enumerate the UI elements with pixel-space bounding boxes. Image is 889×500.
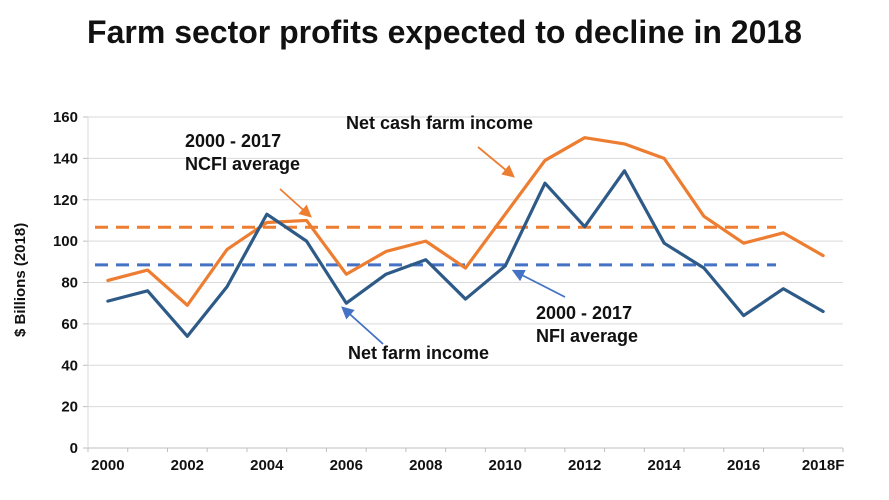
y-tick-label-60: 60 xyxy=(61,316,78,333)
y-tick-label-140: 140 xyxy=(53,150,78,167)
x-tick-label-2006: 2006 xyxy=(330,457,363,474)
gridlines xyxy=(83,116,844,452)
x-tick-label-2000: 2000 xyxy=(91,457,124,474)
y-tick-label-80: 80 xyxy=(61,275,78,292)
y-tick-label-120: 120 xyxy=(53,192,78,209)
nfi-average-arrow xyxy=(511,269,566,298)
ncfi-average-arrow xyxy=(279,188,312,218)
ncfi-average-annotation: 2000 - 2017 NCFI average xyxy=(185,130,300,176)
x-tick-label-2010: 2010 xyxy=(489,457,522,474)
nfi-average-annotation: 2000 - 2017 NFI average xyxy=(536,302,638,348)
x-tick-label-2002: 2002 xyxy=(171,457,204,474)
ncfi-average-annotation-line1: 2000 - 2017 xyxy=(185,131,282,151)
net-cash-farm-income-line xyxy=(106,136,825,307)
x-tick-label-2018F: 2018F xyxy=(802,457,845,474)
ncfi-average-annotation-line2: NCFI average xyxy=(185,154,301,174)
nfi-average-annotation-line1: 2000 - 2017 xyxy=(536,303,633,323)
x-tick-label-2014: 2014 xyxy=(647,457,681,474)
data-series-lines xyxy=(106,136,825,338)
x-tick-label-2012: 2012 xyxy=(568,457,601,474)
ncfi-line-arrow xyxy=(477,146,515,178)
y-tick-label-40: 40 xyxy=(61,357,78,374)
x-tick-label-2004: 2004 xyxy=(250,457,284,474)
ncfi-series-annotation: Net cash farm income xyxy=(346,113,534,133)
nfi-average-annotation-line2: NFI average xyxy=(536,326,639,346)
y-tick-label-160: 160 xyxy=(53,109,78,126)
nfi-series-annotation: Net farm income xyxy=(348,343,490,363)
y-tick-label-100: 100 xyxy=(53,233,78,250)
nfi-line-arrow xyxy=(341,306,384,345)
chart-title: Farm sector profits expected to decline … xyxy=(87,14,802,50)
x-tick-label-2016: 2016 xyxy=(727,457,760,474)
average-reference-lines xyxy=(95,225,776,267)
y-tick-label-20: 20 xyxy=(61,399,78,416)
x-tick-label-2008: 2008 xyxy=(409,457,442,474)
y-axis-title: $ Billions (2018) xyxy=(12,223,29,337)
axis-tick-labels: 0 20 40 60 80 100 120 140 160 2000 2002 2004 2006 200… xyxy=(53,109,844,474)
y-tick-label-0: 0 xyxy=(70,440,78,457)
net-farm-income-line xyxy=(106,169,825,338)
